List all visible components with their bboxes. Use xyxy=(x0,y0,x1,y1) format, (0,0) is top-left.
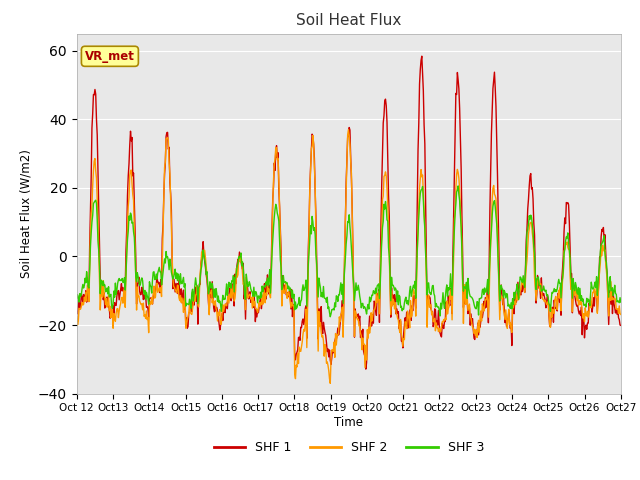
Title: Soil Heat Flux: Soil Heat Flux xyxy=(296,13,401,28)
SHF 3 xyxy=(431,304,439,310)
SHF 2 xyxy=(139,307,147,312)
SHF 1 xyxy=(418,53,426,59)
SHF 3 xyxy=(617,300,625,305)
Line: SHF 3: SHF 3 xyxy=(77,186,621,317)
SHF 3 xyxy=(194,301,202,307)
SHF 1 xyxy=(362,366,370,372)
SHF 1 xyxy=(194,321,202,327)
SHF 1 xyxy=(139,290,147,296)
SHF 2 xyxy=(417,176,424,181)
SHF 3 xyxy=(326,314,334,320)
SHF 2 xyxy=(433,320,440,326)
SHF 2 xyxy=(344,127,352,132)
SHF 3 xyxy=(139,278,147,284)
SHF 2 xyxy=(326,381,334,386)
SHF 2 xyxy=(617,312,625,317)
Legend: SHF 1, SHF 2, SHF 3: SHF 1, SHF 2, SHF 3 xyxy=(209,436,489,459)
Line: SHF 2: SHF 2 xyxy=(77,130,621,384)
SHF 3 xyxy=(454,183,462,189)
SHF 1 xyxy=(73,309,81,314)
Y-axis label: Soil Heat Flux (W/m2): Soil Heat Flux (W/m2) xyxy=(19,149,33,278)
SHF 3 xyxy=(416,200,424,205)
SHF 1 xyxy=(416,81,424,87)
X-axis label: Time: Time xyxy=(334,416,364,429)
SHF 2 xyxy=(73,314,81,320)
SHF 2 xyxy=(223,303,230,309)
SHF 1 xyxy=(223,300,230,306)
Text: VR_met: VR_met xyxy=(85,50,135,63)
SHF 1 xyxy=(83,299,90,305)
SHF 2 xyxy=(83,298,90,304)
SHF 3 xyxy=(223,281,230,287)
Line: SHF 1: SHF 1 xyxy=(77,56,621,369)
SHF 3 xyxy=(73,295,81,301)
SHF 1 xyxy=(433,321,440,326)
SHF 1 xyxy=(617,323,625,328)
SHF 3 xyxy=(83,269,90,275)
SHF 2 xyxy=(194,302,202,308)
